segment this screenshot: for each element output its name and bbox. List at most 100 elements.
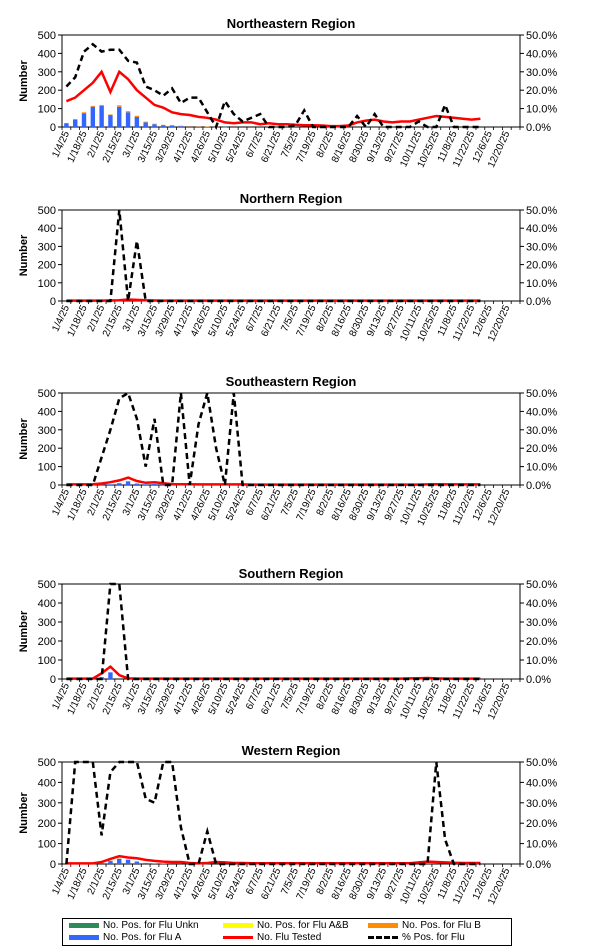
legend-item-flu-b: No. Pos. for Flu B bbox=[368, 920, 481, 931]
bar-flu-b bbox=[169, 125, 175, 126]
y-tick-label: 200 bbox=[38, 85, 56, 97]
tested-line bbox=[65, 69, 481, 128]
bar-flu-a bbox=[178, 126, 184, 127]
y2-tick-label: 40.0% bbox=[526, 406, 557, 418]
legend-label-flu-unkn: No. Pos. for Flu Unkn bbox=[103, 920, 199, 931]
legend-swatch-flu-a bbox=[69, 935, 99, 940]
y2-tick-label: 50.0% bbox=[526, 30, 557, 42]
y2-tick-label: 40.0% bbox=[526, 777, 557, 789]
y2-tick-label: 0.0% bbox=[526, 859, 551, 871]
bar-flu-b bbox=[117, 858, 122, 859]
y-tick-label: 500 bbox=[38, 388, 56, 400]
y2-tick-label: 20.0% bbox=[526, 443, 557, 455]
plot-frame bbox=[61, 392, 521, 486]
y2-tick-label: 40.0% bbox=[526, 598, 557, 610]
bar-flu-a bbox=[99, 105, 104, 127]
bar-flu-b bbox=[108, 860, 113, 862]
pct-positive-line bbox=[66, 391, 481, 487]
bar-flu-b bbox=[187, 126, 192, 127]
bar-flu-a bbox=[117, 106, 122, 127]
y-axis-label: Number bbox=[18, 792, 30, 834]
bar-flu-a bbox=[161, 484, 166, 486]
chart-title: Southeastern Region bbox=[226, 374, 357, 389]
pct-positive-line bbox=[66, 209, 481, 303]
plot-frame bbox=[61, 583, 521, 680]
y2-tick-label: 30.0% bbox=[526, 617, 557, 629]
bar-flu-a bbox=[99, 484, 104, 486]
y-tick-label: 500 bbox=[38, 205, 56, 217]
y-axis-label: Number bbox=[18, 418, 30, 460]
y-tick-label: 200 bbox=[38, 443, 56, 455]
legend-swatch-flu-ab bbox=[223, 923, 253, 928]
bar-flu-b bbox=[117, 105, 122, 107]
y2-tick-label: 30.0% bbox=[526, 67, 557, 79]
bar-flu-a bbox=[108, 115, 113, 127]
bar-flu-b bbox=[108, 114, 113, 116]
legend-label-flu-a: No. Pos. for Flu A bbox=[103, 932, 182, 943]
y2-tick-label: 0.0% bbox=[526, 480, 551, 492]
chart-title: Southern Region bbox=[239, 566, 344, 581]
region-charts: Northeastern Region Number 0 100 200 300 400 50… bbox=[18, 16, 557, 907]
y-tick-label: 400 bbox=[38, 777, 56, 789]
chart-title: Western Region bbox=[242, 743, 341, 758]
bar-flu-b bbox=[125, 111, 131, 113]
chart-title: Northeastern Region bbox=[227, 16, 356, 31]
legend-swatch-pct bbox=[368, 936, 398, 939]
y-tick-label: 100 bbox=[38, 462, 56, 474]
y2-tick-label: 0.0% bbox=[526, 296, 551, 308]
bar-flu-b bbox=[161, 124, 166, 126]
y-axis-label: Number bbox=[18, 60, 30, 102]
bar-flu-b bbox=[99, 104, 104, 106]
legend-label-tested: No. Flu Tested bbox=[257, 932, 322, 943]
pct-positive-line bbox=[65, 42, 481, 130]
y2-tick-label: 20.0% bbox=[526, 260, 557, 272]
bar-flu-a bbox=[125, 481, 131, 485]
y-tick-label: 200 bbox=[38, 260, 56, 272]
y2-tick-label: 10.0% bbox=[526, 462, 557, 474]
y-tick-label: 0 bbox=[50, 674, 56, 686]
y-axis-label: Number bbox=[18, 610, 30, 652]
y2-tick-label: 30.0% bbox=[526, 241, 557, 253]
bar-flu-b bbox=[196, 126, 201, 127]
chart-title: Northern Region bbox=[240, 191, 343, 206]
y2-tick-label: 10.0% bbox=[526, 278, 557, 290]
y2-tick-label: 10.0% bbox=[526, 104, 557, 116]
chart-panel-0: Northeastern Region Number 0 100 200 300 400 50… bbox=[18, 16, 557, 170]
bar-flu-a bbox=[117, 858, 122, 864]
y2-tick-label: 0.0% bbox=[526, 674, 551, 686]
y2-tick-label: 40.0% bbox=[526, 48, 557, 60]
legend-item-flu-a: No. Pos. for Flu A bbox=[69, 932, 181, 943]
bar-flu-b bbox=[205, 126, 210, 127]
y-tick-label: 500 bbox=[38, 30, 56, 42]
bar-flu-a bbox=[143, 862, 148, 864]
y2-tick-label: 30.0% bbox=[526, 798, 557, 810]
bar-flu-a bbox=[108, 672, 113, 679]
legend-label-flu-ab: No. Pos. for Flu A&B bbox=[257, 920, 349, 931]
bar-flu-a bbox=[90, 106, 96, 127]
chart-panel-3: Southern Region Number 0 100 200 300 400 500 0.0… bbox=[18, 566, 557, 722]
bar-flu-b bbox=[152, 123, 157, 125]
legend-swatch-flu-unkn bbox=[69, 923, 99, 928]
bar-flu-b bbox=[125, 859, 131, 861]
legend-item-flu-unkn: No. Pos. for Flu Unkn bbox=[69, 920, 199, 931]
y2-tick-label: 40.0% bbox=[526, 223, 557, 235]
legend: No. Pos. for Flu Unkn No. Pos. for Flu A… bbox=[62, 918, 512, 946]
y-tick-label: 0 bbox=[50, 122, 56, 134]
bar-flu-b bbox=[90, 105, 96, 107]
bar-flu-a bbox=[134, 483, 140, 485]
y-tick-label: 300 bbox=[38, 798, 56, 810]
y-tick-label: 400 bbox=[38, 406, 56, 418]
bar-flu-a bbox=[81, 113, 87, 127]
bar-flu-b bbox=[81, 112, 87, 114]
chart-panel-1: Northern Region Number 0 100 200 300 400 500 0.0… bbox=[18, 191, 557, 344]
pct-positive-line bbox=[66, 582, 481, 681]
bar-flu-a bbox=[125, 112, 131, 127]
y2-tick-label: 10.0% bbox=[526, 839, 557, 851]
y2-tick-label: 10.0% bbox=[526, 655, 557, 667]
y-tick-label: 300 bbox=[38, 241, 56, 253]
bar-flu-a bbox=[108, 860, 113, 864]
pct-positive-line bbox=[65, 760, 481, 866]
bar-flu-a bbox=[222, 126, 228, 128]
plot-frame bbox=[61, 761, 521, 865]
